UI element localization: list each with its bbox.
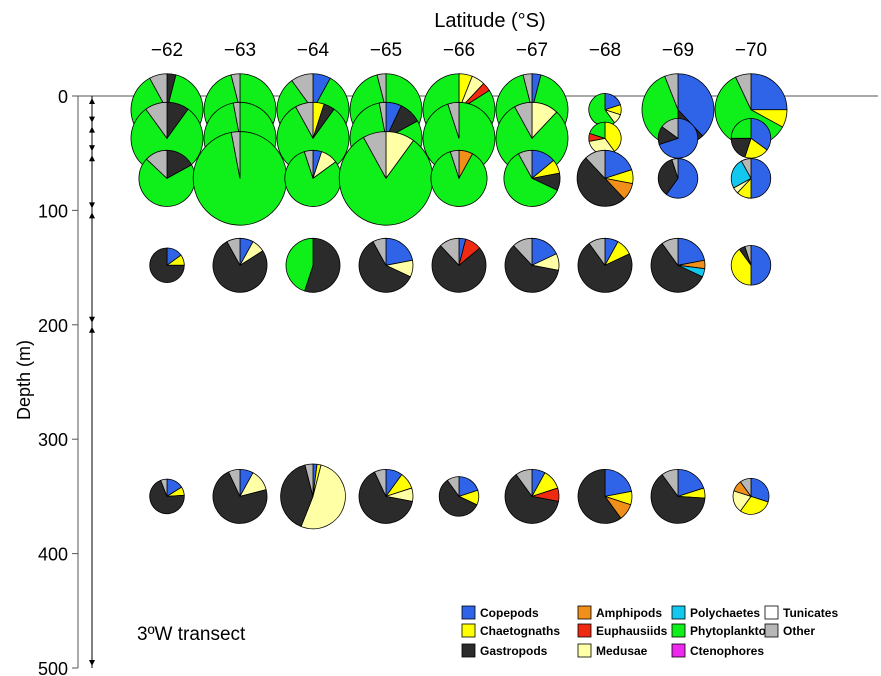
legend-swatch-copepods bbox=[462, 606, 475, 619]
pie bbox=[731, 119, 771, 159]
depth-interval-markers bbox=[89, 96, 95, 668]
y-tick-label: 200 bbox=[38, 316, 68, 336]
pie bbox=[213, 238, 267, 292]
pie bbox=[193, 132, 287, 226]
x-tick-label: −67 bbox=[516, 40, 548, 61]
legend-swatch-polychaetes bbox=[672, 606, 685, 619]
pie bbox=[285, 150, 341, 206]
legend: Copepods Amphipods Polychaetes Tunicates Cha… bbox=[462, 606, 838, 658]
pie bbox=[213, 469, 267, 523]
pie bbox=[731, 246, 771, 286]
legend-label-chaetognaths: Chaetognaths bbox=[480, 624, 560, 638]
pie bbox=[286, 238, 340, 292]
y-axis-label: Depth (m) bbox=[14, 340, 34, 420]
interval-arrow-up bbox=[89, 98, 95, 104]
pie-slice-copepods bbox=[751, 246, 771, 286]
pie bbox=[431, 150, 487, 206]
pie bbox=[651, 469, 705, 523]
x-tick-label: −69 bbox=[662, 40, 694, 61]
interval-arrow-up bbox=[89, 127, 95, 133]
legend-swatch-other bbox=[765, 624, 778, 637]
pie bbox=[589, 122, 621, 154]
pie bbox=[439, 477, 479, 517]
x-tick-label: −63 bbox=[224, 40, 256, 61]
pie bbox=[432, 238, 486, 292]
interval-arrow-down bbox=[89, 145, 95, 151]
legend-label-tunicates: Tunicates bbox=[783, 606, 838, 620]
pie bbox=[359, 469, 413, 523]
interval-arrow-down bbox=[89, 317, 95, 323]
pie bbox=[359, 238, 413, 292]
pie bbox=[658, 119, 698, 159]
pie bbox=[150, 479, 185, 514]
x-tick-label: −70 bbox=[735, 40, 767, 61]
chart-title: Latitude (°S) bbox=[434, 10, 545, 32]
legend-swatch-euphausiids bbox=[578, 624, 591, 637]
pie-slice-copepods bbox=[751, 74, 787, 110]
y-tick-label: 300 bbox=[38, 430, 68, 450]
pie bbox=[658, 159, 698, 199]
legend-label-medusae: Medusae bbox=[596, 644, 648, 658]
y-tick-label: 100 bbox=[38, 201, 68, 221]
legend-label-euphausiids: Euphausiids bbox=[596, 624, 668, 638]
legend-label-polychaetes: Polychaetes bbox=[690, 606, 760, 620]
y-tick-label: 0 bbox=[58, 87, 68, 107]
legend-swatch-chaetognaths bbox=[462, 624, 475, 637]
legend-swatch-medusae bbox=[578, 644, 591, 657]
legend-label-phytoplankton: Phytoplankton bbox=[690, 624, 773, 638]
pie bbox=[505, 469, 559, 523]
pie-charts bbox=[131, 74, 787, 529]
legend-swatch-gastropods bbox=[462, 644, 475, 657]
legend-label-gastropods: Gastropods bbox=[480, 644, 548, 658]
y-tick-label: 500 bbox=[38, 659, 68, 676]
pie bbox=[504, 150, 560, 206]
pie bbox=[139, 150, 195, 206]
x-tick-label: −68 bbox=[589, 40, 621, 61]
x-tick-label: −66 bbox=[443, 40, 475, 61]
pie bbox=[578, 469, 632, 523]
pie bbox=[505, 238, 559, 292]
y-tick-labels: 0 100 200 300 400 500 bbox=[38, 87, 68, 676]
pie-slice-copepods bbox=[751, 159, 771, 199]
legend-swatch-ctenophores bbox=[672, 644, 685, 657]
pie bbox=[150, 248, 185, 283]
pie bbox=[733, 478, 769, 514]
x-tick-label: −65 bbox=[370, 40, 402, 61]
legend-label-ctenophores: Ctenophores bbox=[690, 644, 764, 658]
pie bbox=[578, 238, 632, 292]
interval-arrow-down bbox=[89, 202, 95, 208]
legend-label-copepods: Copepods bbox=[480, 606, 539, 620]
interval-arrow-up bbox=[89, 155, 95, 161]
pie bbox=[731, 159, 771, 199]
legend-label-amphipods: Amphipods bbox=[596, 606, 662, 620]
interval-arrow-up bbox=[89, 212, 95, 218]
y-tick-label: 400 bbox=[38, 545, 68, 565]
legend-swatch-phytoplankton bbox=[672, 624, 685, 637]
transect-annotation: 3ºW transect bbox=[137, 624, 246, 645]
interval-arrow-up bbox=[89, 327, 95, 333]
legend-swatch-amphipods bbox=[578, 606, 591, 619]
pie bbox=[281, 464, 346, 529]
pie bbox=[651, 238, 705, 292]
pie bbox=[339, 132, 433, 226]
x-tick-label: −64 bbox=[297, 40, 330, 61]
x-tick-label: −62 bbox=[151, 40, 183, 61]
pie bbox=[589, 94, 621, 126]
interval-arrow-down bbox=[89, 117, 95, 123]
x-tick-labels: −62 −63 −64 −65 −66 −67 −68 −69 −70 bbox=[151, 40, 767, 61]
legend-label-other: Other bbox=[783, 624, 815, 638]
interval-arrow-down bbox=[89, 660, 95, 666]
legend-swatch-tunicates bbox=[765, 606, 778, 619]
pie bbox=[577, 150, 633, 206]
